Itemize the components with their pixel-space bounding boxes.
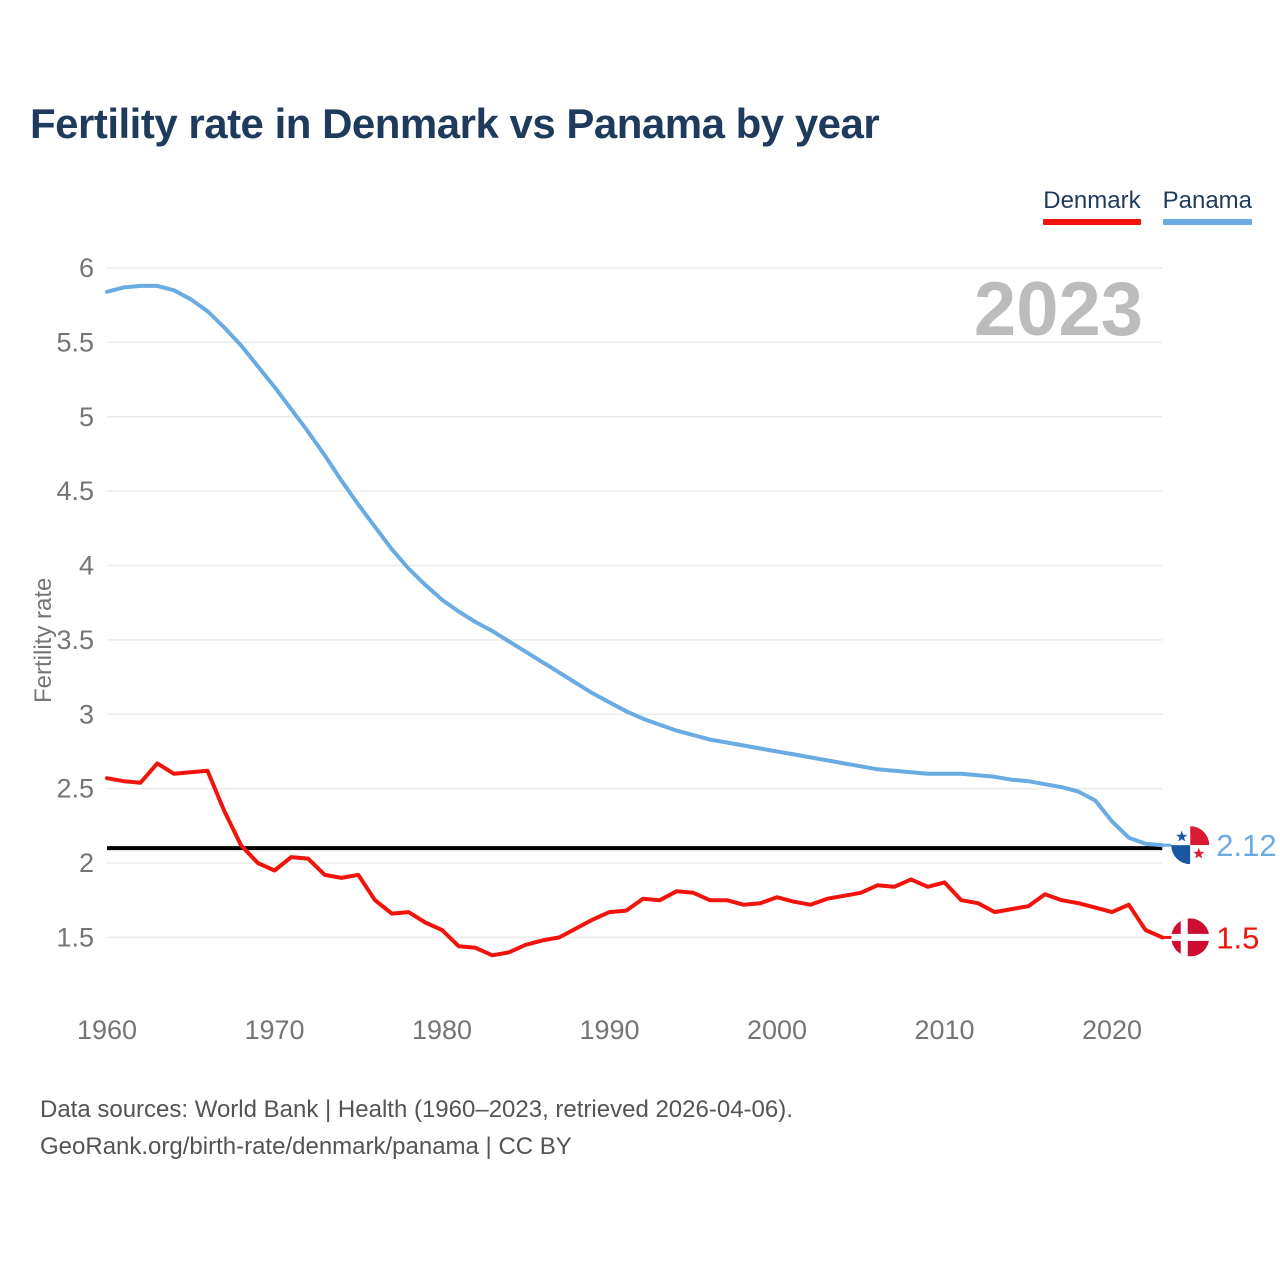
y-tick-labels: 6 5.5 5 4.5 4 3.5 3 2.5 2 1.5 xyxy=(56,253,94,952)
y-tick-label: 3.5 xyxy=(56,625,94,655)
legend-label-denmark: Denmark xyxy=(1043,187,1141,214)
y-tick-label: 4 xyxy=(79,551,94,581)
y-tick-label: 2.5 xyxy=(56,774,94,804)
y-tick-label: 1.5 xyxy=(56,922,94,952)
attribution-line: GeoRank.org/birth-rate/denmark/panama | … xyxy=(40,1133,572,1160)
denmark-end-value: 1.5 xyxy=(1216,920,1259,955)
legend-swatch-panama xyxy=(1162,219,1252,225)
legend-swatch-denmark xyxy=(1043,219,1141,225)
data-source-line: Data sources: World Bank | Health (1960–… xyxy=(40,1096,793,1123)
x-tick-labels: 1960 1970 1980 1990 2000 2010 2020 xyxy=(77,1015,1142,1045)
legend-label-panama: Panama xyxy=(1162,187,1252,214)
legend: Denmark Panama xyxy=(1043,187,1252,225)
x-tick-label: 2020 xyxy=(1082,1015,1142,1045)
y-tick-label: 5 xyxy=(79,402,94,432)
y-tick-label: 2 xyxy=(79,848,94,878)
line-panama xyxy=(105,283,1165,848)
panama-flag-icon xyxy=(1171,826,1210,865)
denmark-flag-icon xyxy=(1171,918,1210,957)
x-tick-label: 2000 xyxy=(747,1015,807,1045)
y-tick-label: 3 xyxy=(79,699,94,729)
x-tick-label: 1980 xyxy=(412,1015,472,1045)
chart-title: Fertility rate in Denmark vs Panama by y… xyxy=(30,100,880,147)
x-tick-label: 2010 xyxy=(914,1015,974,1045)
y-tick-label: 5.5 xyxy=(56,327,94,357)
series-lines xyxy=(105,283,1174,958)
y-tick-label: 4.5 xyxy=(56,476,94,506)
x-tick-label: 1960 xyxy=(77,1015,137,1045)
y-tick-label: 6 xyxy=(79,253,94,283)
legend-item-denmark[interactable]: Denmark xyxy=(1043,187,1141,225)
gridlines xyxy=(107,267,1163,939)
legend-item-panama[interactable]: Panama xyxy=(1162,187,1252,225)
year-watermark: 2023 xyxy=(973,267,1143,352)
x-tick-label: 1970 xyxy=(244,1015,304,1045)
line-denmark xyxy=(105,761,1165,958)
x-tick-label: 1990 xyxy=(579,1015,639,1045)
footer: Data sources: World Bank | Health (1960–… xyxy=(40,1091,793,1165)
panama-end-value: 2.12 xyxy=(1216,828,1276,863)
